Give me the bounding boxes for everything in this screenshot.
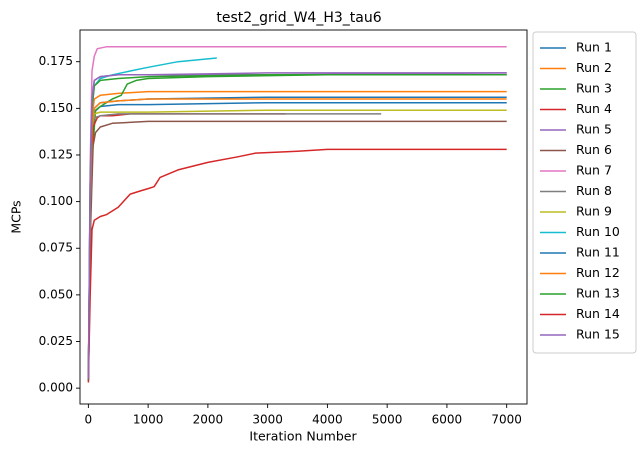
legend-label: Run 4 bbox=[576, 101, 612, 116]
series-line-15 bbox=[87, 72, 507, 379]
legend-label: Run 15 bbox=[576, 327, 620, 342]
legend-label: Run 1 bbox=[576, 40, 612, 55]
x-tick-label: 0 bbox=[85, 413, 93, 427]
legend-label: Run 6 bbox=[576, 142, 612, 157]
y-tick-label: 0.075 bbox=[39, 241, 73, 255]
legend-label: Run 2 bbox=[576, 60, 612, 75]
series-line-14 bbox=[87, 148, 507, 379]
legend-label: Run 5 bbox=[576, 122, 612, 137]
legend-label: Run 8 bbox=[576, 183, 612, 198]
x-tick-label: 4000 bbox=[312, 413, 343, 427]
legend-label: Run 11 bbox=[576, 245, 620, 260]
y-axis: 0.000 0.025 0.050 0.075 0.100 0.125 0.150 0.175 bbox=[39, 54, 80, 395]
series-line-6 bbox=[87, 120, 507, 381]
legend: Run 1 Run 2 Run 3 Run 4 Run 5 Run 6 Run 7 Run 8… bbox=[532, 31, 637, 354]
legend-label: Run 10 bbox=[576, 224, 620, 239]
x-axis: 0 1000 2000 3000 4000 5000 6000 7000 bbox=[85, 404, 522, 427]
y-axis-label: MCPs bbox=[9, 200, 24, 233]
legend-label: Run 14 bbox=[576, 306, 620, 321]
legend-label: Run 13 bbox=[576, 286, 620, 301]
legend-label: Run 7 bbox=[576, 163, 612, 178]
y-tick-label: 0.125 bbox=[39, 147, 73, 161]
y-tick-label: 0.150 bbox=[39, 101, 73, 115]
axes-frame bbox=[79, 29, 528, 405]
plot-area: 0 1000 2000 3000 4000 5000 6000 7000 0.000 0.025… bbox=[39, 29, 528, 427]
x-tick-label: 6000 bbox=[432, 413, 463, 427]
x-tick-label: 2000 bbox=[193, 413, 224, 427]
x-tick-label: 5000 bbox=[372, 413, 403, 427]
legend-label: Run 9 bbox=[576, 204, 612, 219]
legend-label: Run 12 bbox=[576, 265, 620, 280]
x-tick-label: 1000 bbox=[133, 413, 164, 427]
y-tick-label: 0.100 bbox=[39, 194, 73, 208]
y-tick-label: 0.000 bbox=[39, 381, 73, 395]
legend-items: Run 1 Run 2 Run 3 Run 4 Run 5 Run 6 Run 7 Run 8… bbox=[540, 40, 620, 342]
x-tick-label: 3000 bbox=[252, 413, 283, 427]
y-tick-label: 0.025 bbox=[39, 334, 73, 348]
legend-label: Run 3 bbox=[576, 81, 612, 96]
y-tick-label: 0.175 bbox=[39, 54, 73, 68]
y-tick-label: 0.050 bbox=[39, 287, 73, 301]
plot-background bbox=[80, 30, 527, 404]
x-axis-label: Iteration Number bbox=[249, 429, 357, 444]
x-tick-label: 7000 bbox=[491, 413, 522, 427]
chart-title: test2_grid_W4_H3_tau6 bbox=[216, 10, 381, 26]
series-layer bbox=[87, 46, 507, 383]
